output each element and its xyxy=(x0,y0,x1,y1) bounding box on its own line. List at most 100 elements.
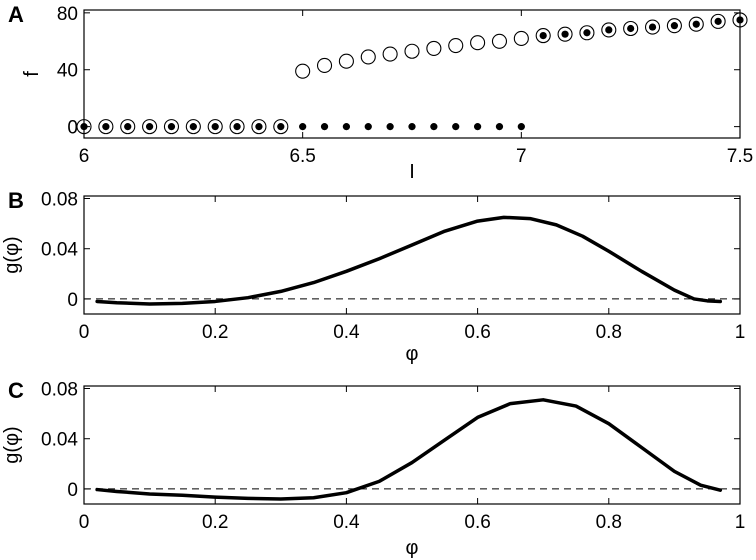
panel-a-open-circle-point xyxy=(382,46,398,62)
panel-a-open-circle-point xyxy=(98,119,114,135)
panel-a-open-circle-point xyxy=(601,22,617,38)
panel-a-axes-frame xyxy=(83,9,741,139)
panel-a-open-circle-point xyxy=(491,33,508,49)
panel-a-open-circle-point xyxy=(470,35,486,51)
panel-a-open-circle-point xyxy=(535,28,551,44)
panel-b-series-line xyxy=(95,215,723,306)
panel-a-y-tick-label: 80 xyxy=(57,4,78,25)
panel-b-x-tick-label: 0.8 xyxy=(596,322,622,343)
panel-b-axes-frame xyxy=(83,195,741,315)
panel-a-filled-point xyxy=(648,23,657,31)
panel-a-filled-point xyxy=(539,31,547,40)
panel-a-filled-point xyxy=(386,123,394,131)
panel-a-filled-point xyxy=(277,123,285,131)
panel-a-filled-point xyxy=(167,123,176,131)
panel-b-x-tick-label: 0 xyxy=(79,322,90,343)
panel-a-open-circle-point xyxy=(163,119,180,135)
panel-a-filled-point xyxy=(211,123,219,131)
panel-c-x-tick-label: 0.4 xyxy=(333,512,360,533)
panel-a-open-circle-point xyxy=(316,57,333,74)
panel-c-x-tick-label: 0.8 xyxy=(596,512,622,533)
panel-c-x-tick-label: 1 xyxy=(735,512,746,533)
panel-a-y-tick-label: 0 xyxy=(67,118,78,139)
panel-b-x-tick-label: 0.4 xyxy=(333,322,360,343)
panel-a-open-circle-point xyxy=(185,119,201,135)
panel-a-ticks: 6 6.5 7 7.5 0 40 80 xyxy=(57,4,753,167)
panel-a-open-circle-point xyxy=(207,119,223,135)
panel-b: B 0 0.2 0.4 0.6 0.8 1 0 0.04 0.08 φ g(φ) xyxy=(1,188,745,365)
panel-a-open-circle-point xyxy=(142,119,158,135)
panel-a-marks xyxy=(76,12,748,135)
panel-a-x-axis-label: I xyxy=(409,161,415,183)
panel-c: C 0 0.2 0.4 0.6 0.8 1 0 0.04 0.08 φ g(φ) xyxy=(1,378,745,559)
panel-b-y-tick-label: 0.04 xyxy=(41,240,78,261)
panel-b-x-axis-label: φ xyxy=(406,343,419,365)
panel-a-filled-point xyxy=(714,17,722,25)
panel-a-open-circle-point xyxy=(623,20,639,37)
panel-a-filled-point xyxy=(342,123,350,131)
panel-a-filled-point xyxy=(670,22,679,30)
panel-c-y-axis-label: g(φ) xyxy=(1,426,23,463)
panel-b-x-tick-label: 0.6 xyxy=(464,322,490,343)
panel-c-y-tick-label: 0.04 xyxy=(41,430,78,451)
panel-c-x-tick-label: 0 xyxy=(79,512,90,533)
panel-c-series-line xyxy=(95,398,723,501)
panel-a-open-circle-point xyxy=(273,119,289,135)
panel-a-filled-point xyxy=(736,16,744,24)
panel-a-filled-point xyxy=(124,123,132,131)
panel-b-y-tick-label: 0 xyxy=(67,290,78,311)
panel-a-x-tick-label: 7 xyxy=(516,146,527,167)
panel-a-filled-point xyxy=(561,30,569,38)
panel-c-x-tick-label: 0.2 xyxy=(202,512,228,533)
panel-a-filled-point xyxy=(189,123,197,131)
panel-a-open-circle-point xyxy=(688,16,704,32)
panel-a-filled-point xyxy=(517,123,525,131)
panel-a-letter: A xyxy=(8,2,24,27)
panel-a-open-circle-point xyxy=(579,25,595,41)
panel-b-letter: B xyxy=(8,188,24,213)
panel-c-letter: C xyxy=(8,378,24,403)
panel-a-open-circle-point xyxy=(710,13,726,29)
panel-c-marks xyxy=(84,398,740,501)
panel-a-open-circle-point xyxy=(120,119,136,135)
panel-a-filled-point xyxy=(320,123,329,131)
panel-a-filled-point xyxy=(430,123,438,131)
panel-b-y-tick-label: 0.08 xyxy=(41,190,78,211)
panel-a-y-axis-label: f xyxy=(21,71,43,77)
panel-a-open-circle-point xyxy=(295,63,311,79)
panel-c-axes-frame xyxy=(83,385,741,505)
panel-a-filled-point xyxy=(452,123,460,131)
panel-a-open-circle-point xyxy=(229,119,245,135)
panel-a-filled-point xyxy=(233,123,241,131)
panel-a-filled-point xyxy=(146,123,154,131)
panel-b-x-tick-label: 1 xyxy=(735,322,746,343)
panel-b-x-tick-label: 0.2 xyxy=(202,322,228,343)
panel-a-filled-point xyxy=(408,123,416,131)
panel-a-open-circle-point xyxy=(448,38,464,54)
panel-a-filled-point xyxy=(299,123,307,131)
panel-a-filled-point xyxy=(583,29,591,37)
panel-a: A 6 6.5 7 7.5 0 40 80 I f xyxy=(8,2,753,183)
panel-b-marks xyxy=(84,215,740,306)
panel-c-x-tick-label: 0.6 xyxy=(464,512,490,533)
panel-a-y-tick-label: 40 xyxy=(57,61,78,82)
panel-c-y-tick-label: 0 xyxy=(67,480,78,501)
panel-a-x-tick-label: 6 xyxy=(79,146,90,167)
panel-a-open-circle-point xyxy=(338,53,354,69)
panel-a-filled-point xyxy=(102,123,110,131)
panel-a-open-circle-point xyxy=(426,40,442,56)
panel-a-filled-point xyxy=(255,123,263,131)
panel-a-filled-point xyxy=(474,123,482,131)
panel-a-open-circle-point xyxy=(360,49,376,65)
panel-b-y-axis-label: g(φ) xyxy=(1,236,23,273)
panel-a-open-circle-point xyxy=(251,119,267,135)
panel-a-open-circle-point xyxy=(513,30,529,46)
panel-b-ticks: 0 0.2 0.4 0.6 0.8 1 0 0.04 0.08 xyxy=(41,190,745,343)
panel-a-filled-point xyxy=(495,123,504,131)
panel-a-filled-point xyxy=(692,20,700,28)
panel-c-y-tick-label: 0.08 xyxy=(41,380,78,401)
panel-c-x-axis-label: φ xyxy=(406,537,419,559)
panel-a-filled-point xyxy=(364,123,372,131)
panel-a-filled-point xyxy=(605,26,613,34)
